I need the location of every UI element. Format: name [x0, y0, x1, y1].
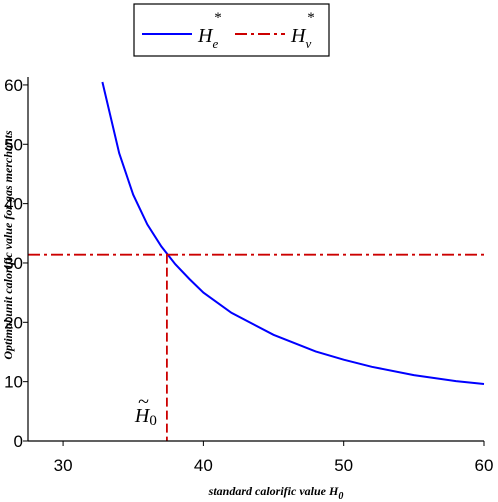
x-tick-label: 40: [194, 456, 213, 475]
y-tick-label: 20: [4, 313, 23, 332]
series-He-line: [101, 81, 485, 385]
annotation-accent: ~: [138, 391, 149, 413]
x-axis-title-main: standard calorific value H: [208, 484, 339, 498]
legend-label-Hv: Hv *: [290, 10, 315, 51]
legend-label-subscript: v: [305, 36, 311, 51]
legend-label-superscript: *: [214, 10, 222, 26]
axes: 30 40 50 60 0 10 20 30 40 50 60 standard calorific …: [1, 76, 493, 502]
legend-label-superscript: *: [307, 10, 315, 26]
legend-box: [133, 3, 330, 57]
y-tick-label: 60: [4, 76, 23, 95]
x-tick-label: 60: [475, 456, 494, 475]
x-axis-title-subscript: 0: [338, 491, 343, 502]
legend-label-main: H: [197, 25, 214, 47]
x-tick-label: 30: [54, 456, 73, 475]
y-tick-label: 30: [4, 254, 23, 273]
x-axis-title: standard calorific value H0: [208, 484, 344, 502]
y-tick-label: 40: [4, 195, 23, 214]
y-axis-title: Optimal unit calorific value for gas mer…: [1, 130, 15, 360]
legend-label-main: H: [290, 25, 307, 47]
annotation-label-subscript: 0: [149, 413, 157, 429]
legend-label-subscript: e: [212, 36, 218, 51]
legend-label-He: He *: [197, 10, 222, 51]
y-tick-label: 0: [14, 432, 23, 451]
annotation-label: H0: [134, 405, 157, 429]
x-tick-label: 50: [334, 456, 353, 475]
annotation-label-main: H: [134, 405, 151, 427]
legend: He*Hv*: [133, 3, 330, 57]
y-tick-label: 50: [4, 135, 23, 154]
y-tick-label: 10: [4, 373, 23, 392]
plot-area: H0~: [28, 81, 485, 441]
